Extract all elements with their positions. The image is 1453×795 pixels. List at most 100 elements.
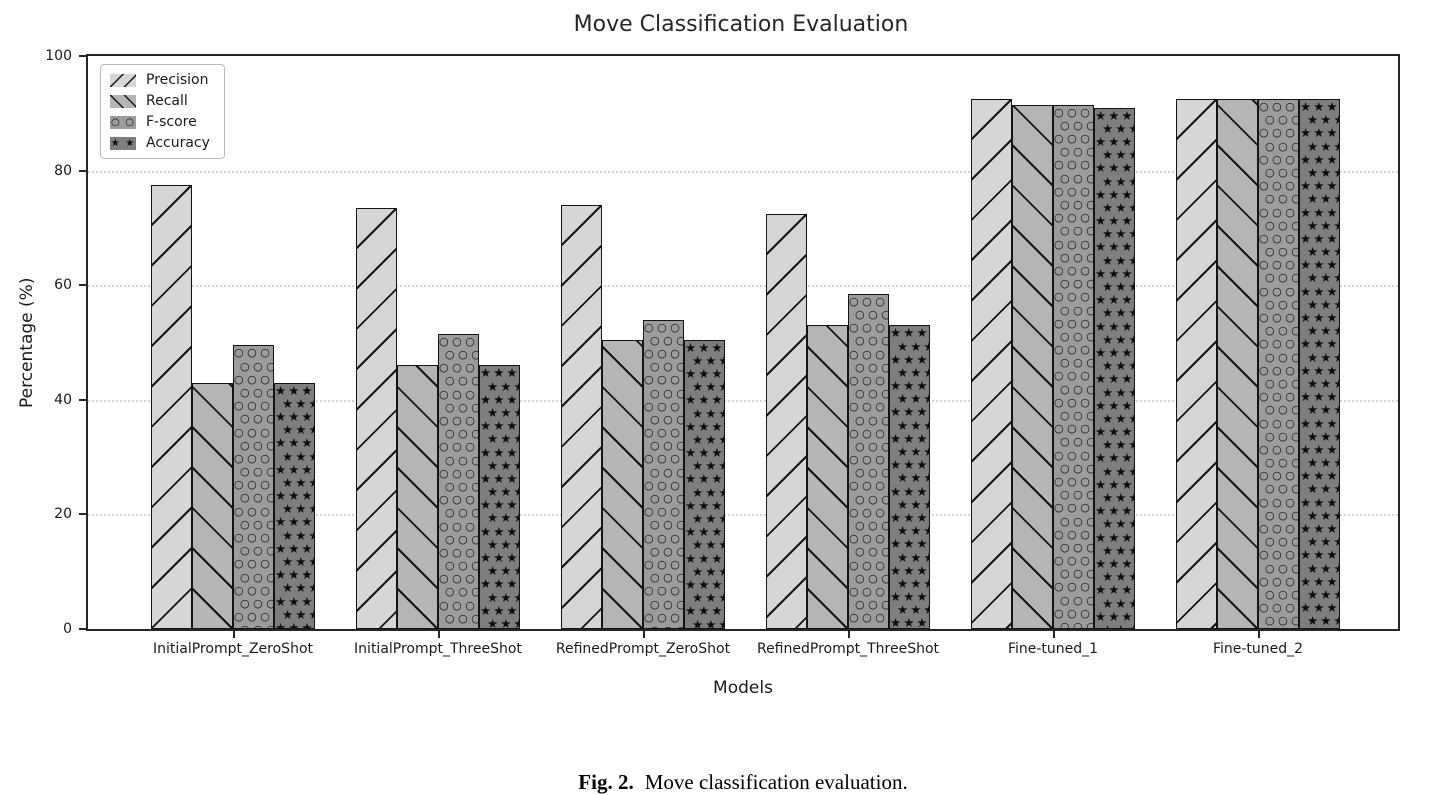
hatch-glyph-row: ○○○○○○ bbox=[855, 598, 888, 612]
legend-label-precision: Precision bbox=[146, 72, 209, 88]
hatch-glyph-row: ★★★★★★ bbox=[685, 604, 724, 618]
bar-accuracy-0: ★★★ ★★ ★★★ ★★ ★★★ ★★ ★★★ ★★ ★★★ ★★ ★★★ ★★ ★★★ ★★ ★★★ ★★… bbox=[274, 382, 315, 629]
hatch-glyph-row: ○○○○○○ bbox=[1060, 171, 1093, 185]
hatch-glyph-row: ○○○○○○ bbox=[240, 359, 273, 373]
hatch-glyph-row: ★★★★★★ bbox=[897, 576, 929, 591]
hatch-glyph-row: ★★★★★★ bbox=[890, 563, 929, 577]
legend-label-accuracy: Accuracy bbox=[146, 135, 210, 151]
y-tick-label-40: 40 bbox=[54, 391, 72, 408]
hatch-glyph-row: ★★★★★★ bbox=[487, 564, 519, 578]
hatch-glyph-row: ★★★★★★ bbox=[1102, 491, 1134, 505]
hatch-glyph-row: ★★★★★★ bbox=[890, 405, 929, 419]
hatch-glyph-row: ★★★★★★ bbox=[692, 380, 724, 394]
hatch-glyph-row: ○○○○○○ bbox=[240, 465, 273, 479]
hatch-glyph-row: ★★★★★★ bbox=[282, 528, 314, 542]
hatch-glyph-row: ○○○○○○ bbox=[650, 571, 683, 585]
hatch-glyph-row: ★★★★★★ bbox=[1095, 504, 1134, 518]
hatch-glyph-row: ○○○○○○ bbox=[1054, 422, 1093, 436]
hatch-glyph-row: ★★★★★★ bbox=[692, 353, 724, 367]
bar-precision-3 bbox=[766, 213, 807, 629]
hatch-glyph-row: ○○○○○○ bbox=[439, 440, 478, 454]
hatch-glyph-row: ○○○○○○ bbox=[234, 451, 273, 465]
hatch-glyph-row: ○○○○○○ bbox=[1054, 237, 1093, 251]
hatch-glyph-row: ○○○○○○ bbox=[1259, 601, 1298, 615]
hatch-glyph-row: ○○○○○○ bbox=[234, 583, 273, 597]
bar-f-score-3: ○○○ ○○ ○○○ ○○ ○○○ ○○ ○○○ ○○ ○○○ ○○ ○○○ ○○ ○○○ ○○ ○○○ ○○… bbox=[848, 293, 889, 629]
bar-precision-1 bbox=[356, 207, 397, 629]
hatch-glyph-row: ○○○○○○ bbox=[1054, 554, 1093, 568]
recall-hatch-swatch-icon bbox=[110, 94, 136, 108]
hatch-glyph-row: ★★★★★★ bbox=[1102, 121, 1134, 135]
hatch-glyph-row: ○○○○○○ bbox=[1265, 376, 1298, 390]
hatch-glyph-row: ○○○○○○ bbox=[1259, 416, 1298, 430]
hatch-glyph-row: ★★★★★★ bbox=[1095, 161, 1134, 175]
hatch-glyph-row: ★★★★★★ bbox=[685, 551, 724, 565]
hatch-glyph-row: ○○○○○○ bbox=[855, 308, 888, 321]
hatch-glyph-row: ○○○○○○ bbox=[1259, 258, 1298, 272]
x-tick-label-1: InitialPrompt_ThreeShot bbox=[354, 641, 522, 657]
hatch-glyph-row: ○○○○○○ bbox=[1060, 567, 1093, 581]
bar-precision-2 bbox=[561, 205, 602, 629]
hatch-glyph-row: ★★★★★★ bbox=[1307, 271, 1339, 285]
hatch-glyph-row: ○○○○○○ bbox=[855, 492, 888, 506]
hatch-glyph-row: ○○○○○○ bbox=[650, 544, 683, 558]
hatch-glyph-row: ○○○○○○ bbox=[650, 518, 683, 532]
hatch-glyph-row: ★★★★★★ bbox=[1095, 266, 1134, 281]
hatch-glyph-row: ○○○○○○ bbox=[445, 374, 478, 388]
bar-accuracy-1: ★★★ ★★ ★★★ ★★ ★★★ ★★ ★★★ ★★ ★★★ ★★ ★★★ ★★ ★★★ ★★ ★★★ ★★… bbox=[479, 365, 520, 629]
hatch-glyph-row: ★★★★★★ bbox=[1307, 614, 1339, 628]
hatch-glyph-row: ○○○○○○ bbox=[234, 372, 273, 386]
x-axis-label: Models bbox=[713, 678, 773, 698]
hatch-glyph-row: ○○○○○○ bbox=[849, 505, 888, 519]
hatch-glyph-row: ★★★★★★ bbox=[275, 620, 314, 629]
hatch-glyph-row: ○○○○○○ bbox=[849, 558, 888, 572]
hatch-glyph-row: ○○○○○○ bbox=[1060, 198, 1093, 212]
hatch-glyph-row: ○○○○○○ bbox=[1060, 118, 1093, 132]
hatch-glyph-row: ○○○○○○ bbox=[1259, 126, 1298, 140]
hatch-glyph-row: ○○○○○○ bbox=[855, 413, 888, 427]
hatch-glyph-row: ○○○○○○ bbox=[849, 625, 888, 628]
hatch-glyph-row: ★★★★★★ bbox=[1102, 385, 1134, 399]
y-tick-label-100: 100 bbox=[45, 48, 72, 64]
legend-item-recall: Recall bbox=[110, 93, 210, 109]
y-tick-0 bbox=[79, 628, 86, 630]
chart-title: Move Classification Evaluation bbox=[573, 12, 909, 37]
hatch-glyph-row: ○○○○○○ bbox=[1060, 488, 1093, 502]
hatch-glyph-row: ★★★★★★ bbox=[282, 423, 314, 437]
y-tick-label-80: 80 bbox=[54, 162, 72, 179]
hatch-glyph-row: ★★★★★★ bbox=[685, 393, 724, 407]
hatch-glyph-row: ★★★★★★ bbox=[692, 432, 724, 447]
bar-precision-5 bbox=[1176, 99, 1217, 629]
hatch-glyph-row: ★★★★★★ bbox=[487, 537, 519, 552]
hatch-glyph-row: ★★★★★★ bbox=[1095, 609, 1134, 623]
hatch-glyph-row: ★★★★★★ bbox=[1300, 574, 1339, 588]
hatch-glyph-row: ○○○○○○ bbox=[234, 425, 273, 439]
hatch-glyph-row: ★★★★★★ bbox=[897, 365, 929, 380]
hatch-glyph-row: ○○○○○○ bbox=[439, 387, 478, 401]
hatch-glyph-row: ○○○○○○ bbox=[1259, 574, 1298, 588]
hatch-glyph-row: ○○○○○○ bbox=[1265, 271, 1298, 285]
hatch-glyph-row: ○○○○○○ bbox=[1054, 395, 1093, 409]
hatch-glyph-row: ○○○○○○ bbox=[855, 571, 888, 585]
hatch-glyph-row: ★★★★★★ bbox=[1102, 464, 1134, 478]
hatch-glyph-row: ★★★★★★ bbox=[1300, 363, 1339, 377]
hatch-glyph-row: ★★★★★★ bbox=[1095, 556, 1134, 571]
hatch-glyph-row: ★★★★★★ bbox=[275, 541, 314, 556]
hatch-glyph-row: ○○○○○○ bbox=[1265, 324, 1298, 338]
hatch-glyph-row: ★★★★★★ bbox=[1102, 359, 1134, 373]
hatch-glyph-row: ★★★★★★ bbox=[1300, 601, 1339, 615]
hatch-glyph-row: ○○○○○○ bbox=[1265, 297, 1298, 311]
bar-f-score-4: ○○○ ○○ ○○○ ○○ ○○○ ○○ ○○○ ○○ ○○○ ○○ ○○○ ○○ ○○○ ○○ ○○○ ○○… bbox=[1053, 104, 1094, 629]
hatch-glyph-row: ★★★★★★ bbox=[1307, 535, 1339, 549]
hatch-glyph-row: ★★★★★★ bbox=[1307, 429, 1339, 443]
hatch-glyph-row: ○○○○○○ bbox=[1054, 606, 1093, 620]
hatch-glyph-row: ★★★★★★ bbox=[282, 555, 314, 569]
hatch-glyph-row: ○○○○○○ bbox=[1054, 448, 1093, 462]
hatch-glyph-row: ★★★★★★ bbox=[890, 537, 929, 551]
hatch-glyph-row: ○○○○○○ bbox=[1259, 522, 1298, 535]
hatch-glyph-row: ★★★★★★ bbox=[1095, 583, 1134, 597]
hatch-glyph-row: ★★★★★★ bbox=[1307, 139, 1339, 153]
hatch-glyph-row: ★★★★★★ bbox=[1307, 350, 1339, 364]
hatch-glyph-row: ○○○○○○ bbox=[1265, 403, 1298, 417]
hatch-glyph-row: ○○○○○○ bbox=[1054, 105, 1093, 119]
